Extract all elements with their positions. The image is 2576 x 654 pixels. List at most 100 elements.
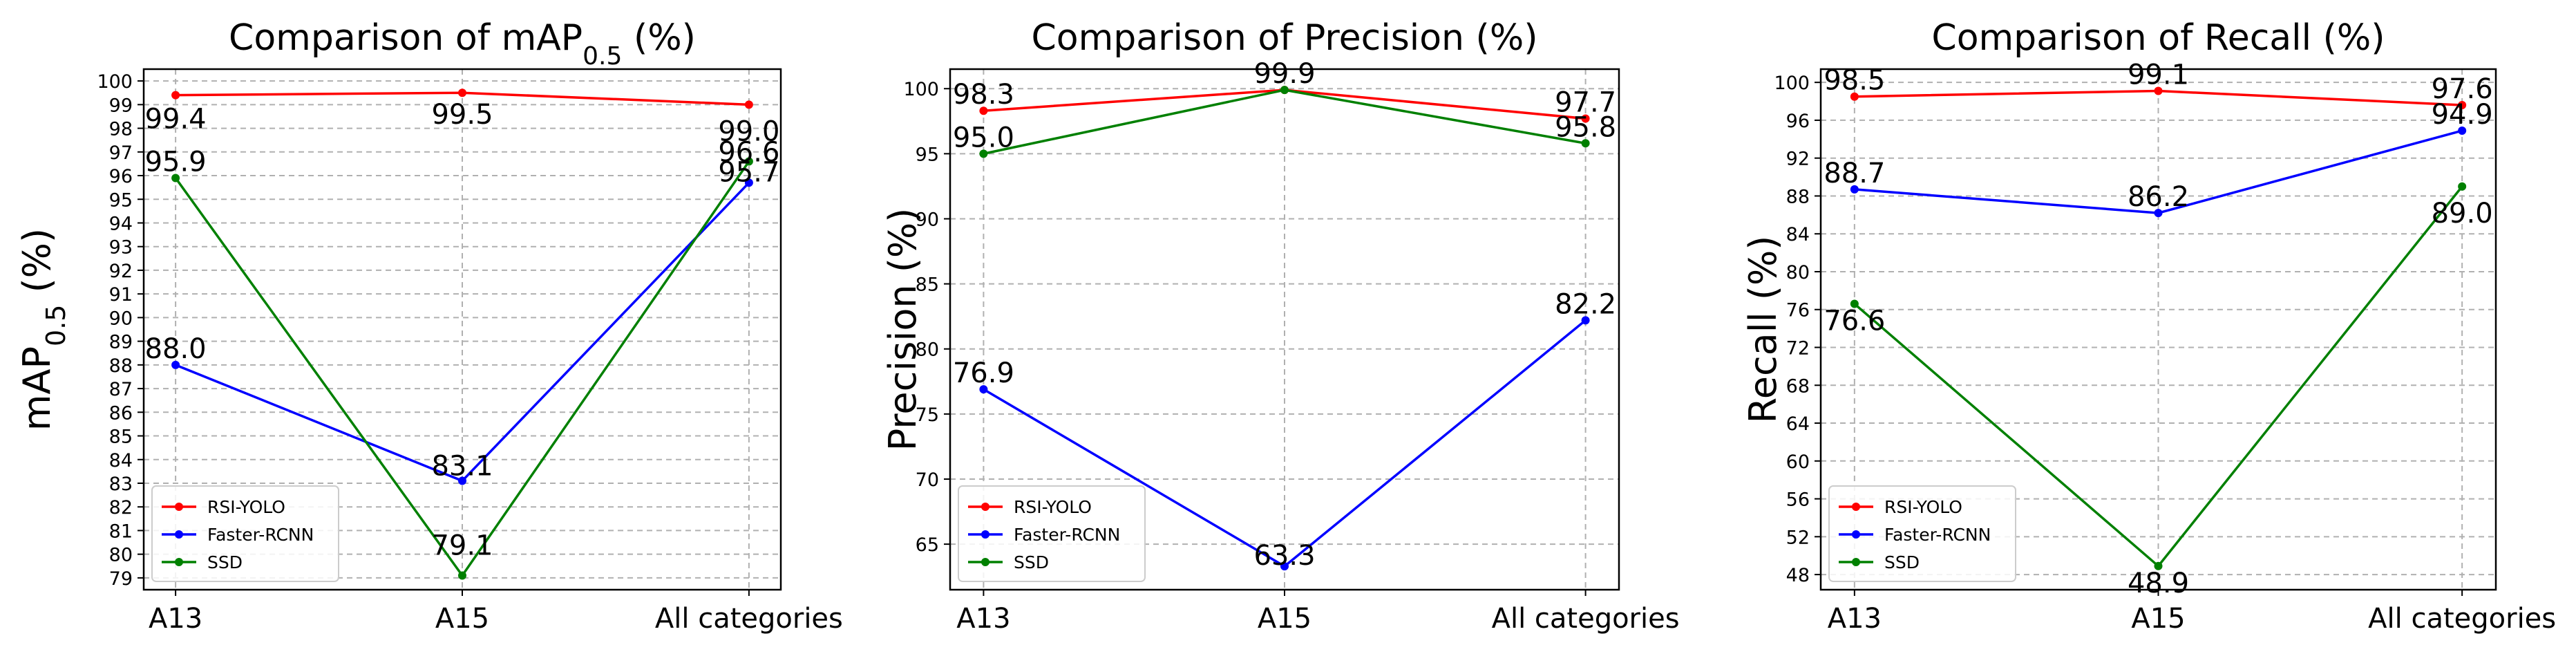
chart-map-svg: 7980818283848586878889909192939495969798… — [15, 17, 843, 635]
data-labels: 98.5 99.1 97.6 — [1824, 59, 2492, 105]
y-tick-label: 92 — [109, 261, 133, 282]
chart-title-tail: (%) — [622, 17, 696, 59]
series-rsi-yolo — [1850, 86, 2467, 110]
x-tick-label: A15 — [1258, 603, 1311, 635]
legend-label: Faster-RCNN — [207, 525, 314, 545]
data-point — [979, 385, 988, 394]
data-point — [171, 91, 180, 100]
y-tick-label: 86 — [109, 402, 133, 424]
data-label: 95.8 — [1555, 111, 1616, 143]
y-axis-label-main: mAP — [15, 346, 59, 431]
y-tick-label: 82 — [109, 497, 133, 518]
data-point — [458, 476, 466, 485]
data-label: 97.6 — [2432, 73, 2493, 105]
chart-title-main: Comparison of mAP — [229, 17, 583, 59]
data-label: 76.6 — [1824, 306, 1885, 337]
y-tick-label: 84 — [1786, 224, 1810, 245]
series-faster-rcnn — [171, 178, 753, 485]
y-tick-label: 99 — [109, 95, 133, 116]
legend-box — [958, 485, 1146, 582]
x-tick-label: A13 — [956, 603, 1010, 635]
legend-label: SSD — [207, 552, 243, 572]
data-labels: 95.0 95.8 — [953, 111, 1616, 153]
data-point — [458, 88, 466, 97]
y-tick-label: 95 — [109, 189, 133, 211]
y-tick-label: 48 — [1786, 565, 1810, 586]
data-label: 96.6 — [718, 136, 779, 168]
chart-recall-svg: 48 52 56 60 64 68 72 76 80 84 88 92 96 100 A13 A15 All c… — [1741, 17, 2556, 635]
y-tick-label: 68 — [1786, 375, 1810, 397]
chart-precision-svg: 65 70 75 80 85 90 95 100 A13 A15 All categories Com… — [881, 17, 1680, 635]
data-point — [1581, 114, 1590, 123]
y-tick-label: 80 — [916, 339, 939, 361]
y-tick-label: 90 — [916, 209, 939, 230]
x-tick-label: A13 — [1828, 603, 1882, 635]
y-tick-label: 91 — [109, 284, 133, 306]
legend-marker — [981, 530, 989, 539]
data-label: 97.7 — [1555, 87, 1616, 119]
data-point — [2458, 101, 2467, 110]
legend-box — [151, 485, 339, 582]
data-label: 94.9 — [2432, 99, 2493, 131]
legend-label: SSD — [1884, 552, 1920, 572]
y-tick-label: 56 — [1786, 489, 1810, 511]
data-point — [2154, 209, 2163, 218]
data-label: 48.9 — [2128, 568, 2189, 599]
y-tick-label: 85 — [916, 274, 939, 296]
legend-marker — [981, 558, 989, 566]
y-tick-label: 81 — [109, 521, 133, 542]
y-tick-label: 92 — [1786, 149, 1810, 170]
legend-label: Faster-RCNN — [1884, 525, 1991, 545]
y-axis-label-main: Recall (%) — [1741, 236, 1785, 424]
legend-label: RSI-YOLO — [1014, 497, 1092, 517]
x-tick-label: A13 — [149, 603, 202, 635]
grid-lines — [1821, 69, 2496, 590]
data-label: 83.1 — [431, 451, 493, 483]
legend-label: RSI-YOLO — [1884, 497, 1962, 517]
y-tick-label: 89 — [109, 332, 133, 353]
chart-map: 79 80 81 82 83 84 85 86 87 88 89 90 91 92 93 94 95 96 97 98… — [0, 0, 857, 654]
y-tick-label: 93 — [109, 237, 133, 259]
series-ssd — [171, 157, 753, 580]
x-tick-label: All categories — [1492, 603, 1680, 635]
y-tick-label: 76 — [1786, 300, 1810, 321]
data-label: 88.0 — [145, 333, 207, 365]
y-tick-label: 64 — [1786, 413, 1810, 435]
data-label: 99.9 — [1253, 58, 1315, 90]
data-point — [2154, 86, 2163, 95]
legend-marker — [1852, 503, 1860, 511]
data-point — [458, 571, 466, 580]
data-point — [2154, 561, 2163, 570]
data-point — [744, 178, 753, 187]
legend-marker — [175, 503, 183, 511]
data-point — [2458, 126, 2467, 135]
data-point — [979, 106, 988, 115]
y-ticks: 48 52 56 60 64 68 72 76 80 84 88 92 96 100 — [1774, 73, 1821, 586]
data-point — [1581, 139, 1590, 148]
legend-label: RSI-YOLO — [207, 497, 285, 517]
legend-box — [1828, 485, 2016, 582]
y-tick-label: 100 — [903, 79, 939, 100]
y-tick-label: 96 — [1786, 111, 1810, 132]
y-tick-label: 65 — [916, 534, 939, 556]
y-tick-label: 70 — [916, 469, 939, 491]
data-point — [171, 360, 180, 369]
data-label: 82.2 — [1555, 288, 1616, 320]
data-label: 79.1 — [431, 530, 493, 561]
chart-title-sub: 0.5 — [583, 42, 622, 71]
data-label: 88.7 — [1824, 158, 1885, 189]
x-tick-label: A15 — [2131, 603, 2185, 635]
legend-label: Faster-RCNN — [1014, 525, 1120, 545]
data-point — [171, 174, 180, 183]
y-tick-label: 79 — [109, 568, 133, 590]
data-label: 95.0 — [953, 122, 1014, 153]
legend-marker — [175, 530, 183, 539]
y-tick-label: 80 — [1786, 262, 1810, 283]
y-tick-label: 100 — [1774, 73, 1810, 94]
x-tick-label: A15 — [435, 603, 489, 635]
x-ticks: A13 A15 All categories — [149, 590, 843, 635]
x-ticks: A13 A15 All categories — [956, 590, 1680, 635]
legend-marker — [981, 503, 989, 511]
y-tick-label: 88 — [1786, 186, 1810, 207]
y-axis-label: Recall (%) — [1741, 236, 1785, 424]
